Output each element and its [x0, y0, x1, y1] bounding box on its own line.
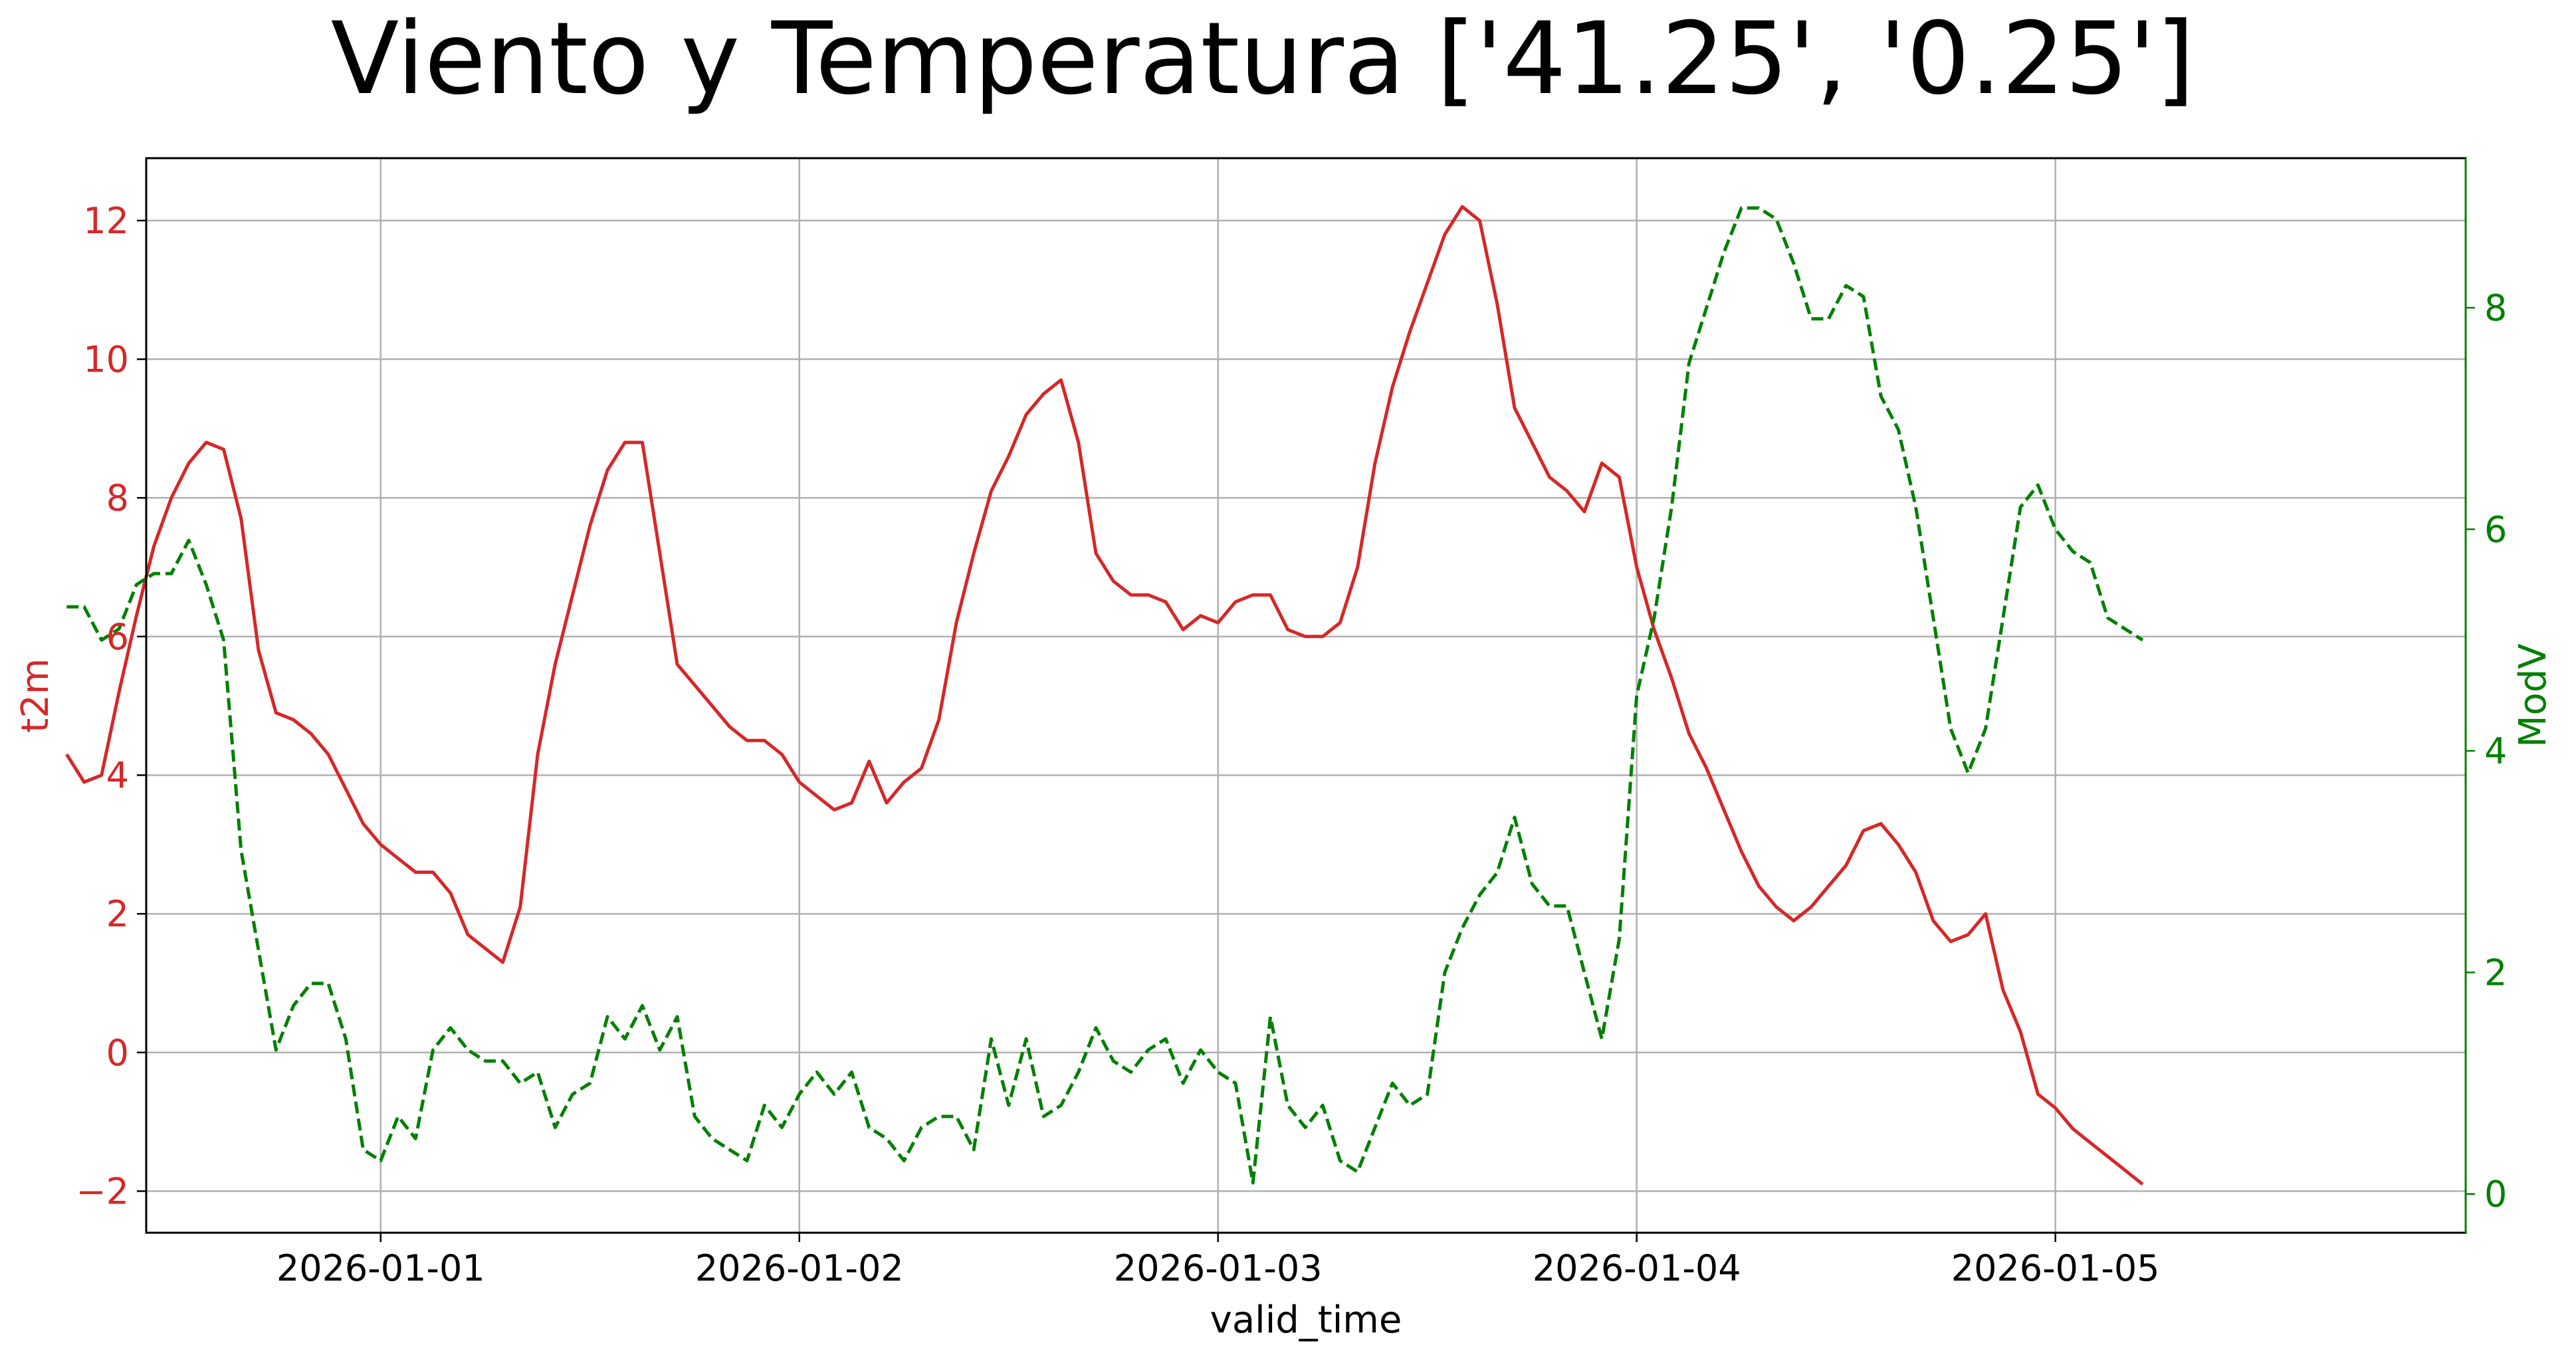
- x-tick-label: 2026-01-03: [1114, 1247, 1323, 1289]
- series-layer: [65, 205, 2144, 1186]
- y-right-axis-label: ModV: [2512, 643, 2555, 747]
- x-tick-label: 2026-01-02: [695, 1247, 904, 1289]
- x-tick-label: 2026-01-05: [1951, 1247, 2160, 1289]
- y-left-tick-label: 4: [106, 754, 129, 796]
- y-right-tick-label: 6: [2484, 508, 2507, 550]
- x-axis-label: valid_time: [1210, 1299, 1402, 1342]
- y-right-tick-label: 2: [2484, 952, 2507, 994]
- y-left-tick-label: 2: [106, 893, 129, 935]
- y-left-tick-label: 6: [106, 616, 129, 658]
- plot-frame: [145, 157, 2467, 1234]
- x-tick-label: 2026-01-04: [1533, 1247, 1741, 1289]
- y-left-axis-label: t2m: [14, 658, 57, 732]
- axes: 2026-01-01 2026-01-02 2026-01-03 2026-01-04…: [76, 158, 2507, 1289]
- series-line-t2m: [65, 205, 2144, 1186]
- y-left-tick-label: −2: [76, 1170, 129, 1212]
- y-right-tick-label: 8: [2484, 287, 2507, 329]
- x-tick-label: 2026-01-01: [276, 1247, 485, 1289]
- y-right-tick-label: 0: [2484, 1174, 2507, 1215]
- y-left-tick-label: 10: [83, 339, 129, 381]
- grid: [146, 158, 2466, 1233]
- y-right-tick-label: 4: [2484, 730, 2507, 772]
- y-left-tick-label: 12: [83, 200, 129, 242]
- chart-title: Viento y Temperatura ['41.25', '0.25']: [331, 1, 2195, 117]
- series-line-ModV: [66, 206, 2144, 1185]
- y-left-tick-label: 8: [106, 477, 129, 519]
- y-left-tick-label: 0: [106, 1032, 129, 1074]
